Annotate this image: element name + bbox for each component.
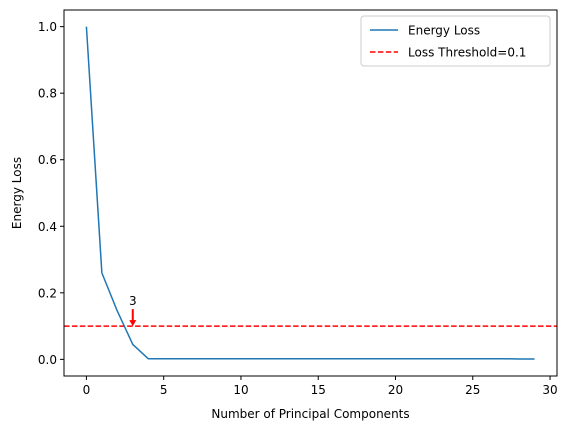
y-tick-label: 0.0 <box>38 353 57 367</box>
x-tick-label: 25 <box>465 383 480 397</box>
y-tick-label: 0.4 <box>38 220 57 234</box>
x-tick-label: 10 <box>233 383 248 397</box>
x-axis-title: Number of Principal Components <box>211 407 409 421</box>
chart-axes: 0 5 10 15 20 25 30 0.0 0.2 0.4 0.6 0.8 1.0 <box>38 20 558 397</box>
chart-marks: 3 <box>64 26 557 360</box>
y-axis-title: Energy Loss <box>10 157 24 229</box>
series-line-energy-loss <box>85 26 535 360</box>
x-tick-label: 0 <box>83 383 91 397</box>
legend-label-threshold: Loss Threshold=0.1 <box>408 46 526 60</box>
y-tick-label: 0.2 <box>38 286 57 300</box>
x-tick-label: 15 <box>311 383 326 397</box>
y-tick-label: 1.0 <box>38 20 57 34</box>
x-tick-label: 30 <box>542 383 557 397</box>
legend-box <box>360 15 551 67</box>
y-tick-label: 0.6 <box>38 153 57 167</box>
plot-frame <box>63 9 558 377</box>
legend-label-energy-loss: Energy Loss <box>408 24 480 38</box>
annotation-arrow-head <box>129 320 137 327</box>
legend: Energy Loss Loss Threshold=0.1 <box>360 15 551 67</box>
plot-background <box>64 10 557 376</box>
x-tick-label: 5 <box>160 383 168 397</box>
y-tick-label: 0.8 <box>38 87 57 101</box>
annotation-label: 3 <box>129 294 137 308</box>
x-tick-label: 20 <box>388 383 403 397</box>
